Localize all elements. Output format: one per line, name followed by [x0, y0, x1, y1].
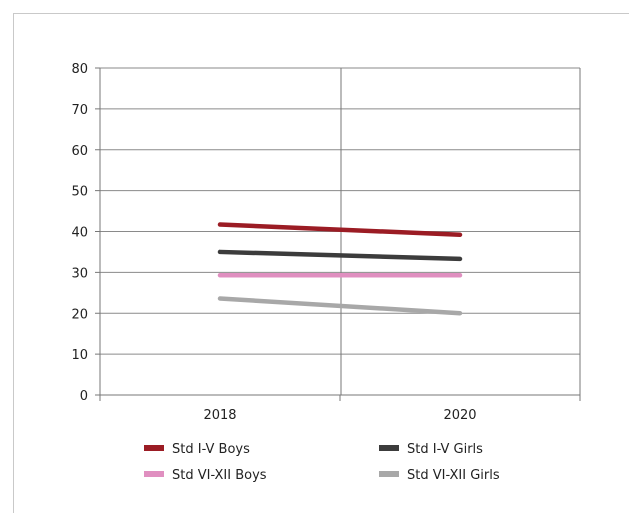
x-tick-label: 2018: [203, 408, 236, 423]
legend-swatch-1: [144, 445, 164, 451]
legend-swatch-2: [379, 445, 399, 451]
legend-swatch-3: [144, 471, 164, 477]
series-lines: [217, 222, 463, 316]
legend-swatch-4: [379, 471, 399, 477]
chart-frame: [13, 13, 629, 513]
series-line-1: [217, 222, 463, 238]
y-tick-label: 10: [71, 348, 88, 363]
legend: Std I-V Boys Std I-V Girls Std VI-XII Boys…: [144, 442, 500, 483]
y-tick-label: 70: [71, 103, 88, 118]
legend-label-2: Std I-V Girls: [407, 442, 483, 457]
series-line-2: [217, 249, 463, 262]
y-tick-label: 60: [71, 144, 88, 159]
x-tick-label: 2020: [443, 408, 476, 423]
y-tick-label: 80: [71, 62, 88, 77]
legend-label-1: Std I-V Boys: [172, 442, 250, 457]
legend-label-4: Std VI-XII Girls: [407, 468, 500, 483]
y-tick-label: 0: [80, 389, 88, 404]
y-tick-label: 40: [71, 226, 88, 241]
y-tick-labels: 0 10 20 30 40 50 60 70 80: [71, 62, 88, 404]
y-tick-label: 50: [71, 185, 88, 200]
gridlines: [95, 67, 581, 401]
y-tick-label: 20: [71, 307, 88, 322]
y-tick-label: 30: [71, 266, 88, 281]
series-line-4: [217, 296, 463, 316]
legend-label-3: Std VI-XII Boys: [172, 468, 267, 483]
x-tick-labels: 2018 2020: [203, 408, 476, 423]
